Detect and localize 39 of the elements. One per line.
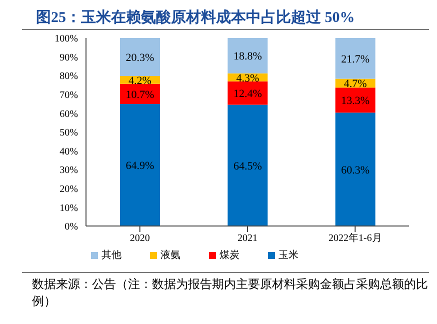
y-tick-label: 50% [60,128,78,139]
bar [120,104,160,226]
data-label: 10.7% [126,88,154,101]
y-tick-label: 0% [64,222,78,233]
legend-label: 玉米 [278,250,298,261]
data-label: 4.7% [344,78,367,90]
legend-label: 煤炭 [220,250,240,261]
data-label: 64.9% [126,160,154,172]
x-tick-label: 2021 [238,233,258,244]
y-tick-label: 30% [60,165,78,176]
bar [335,38,376,79]
bar [335,88,376,113]
source-note: 数据来源：公告（注：数据为报告期内主要原材料采购金额占采购总额的比例） [32,276,429,310]
chart-title: 图25：玉米在赖氨酸原材料成本中占比超过 50% [22,8,429,30]
y-tick-label: 20% [60,184,78,195]
data-label: 4.2% [128,74,152,87]
data-label: 12.4% [233,88,262,100]
legend-label: 液氨 [160,250,180,261]
bar [120,38,160,76]
x-tick-label: 2020 [130,233,150,244]
data-label: 60.3% [341,164,370,176]
bar [228,104,268,226]
y-tick-label: 40% [60,146,78,158]
data-label: 13.3% [341,95,370,108]
y-tick-label: 90% [60,52,78,64]
y-tick-label: 100% [54,34,78,45]
y-tick-label: 60% [60,108,78,120]
data-label: 18.8% [233,50,262,63]
data-label: 20.3% [126,52,154,64]
bar [335,112,376,226]
y-tick-label: 70% [60,90,78,101]
data-label: 4.3% [236,72,260,84]
data-label: 21.7% [341,53,370,66]
y-tick-label: 80% [60,71,78,82]
data-label: 64.5% [233,160,262,172]
x-tick-label: 2022年1-6月 [328,232,382,244]
legend-label: 其他 [102,250,122,261]
bar [228,38,268,74]
y-tick-label: 10% [60,202,78,214]
